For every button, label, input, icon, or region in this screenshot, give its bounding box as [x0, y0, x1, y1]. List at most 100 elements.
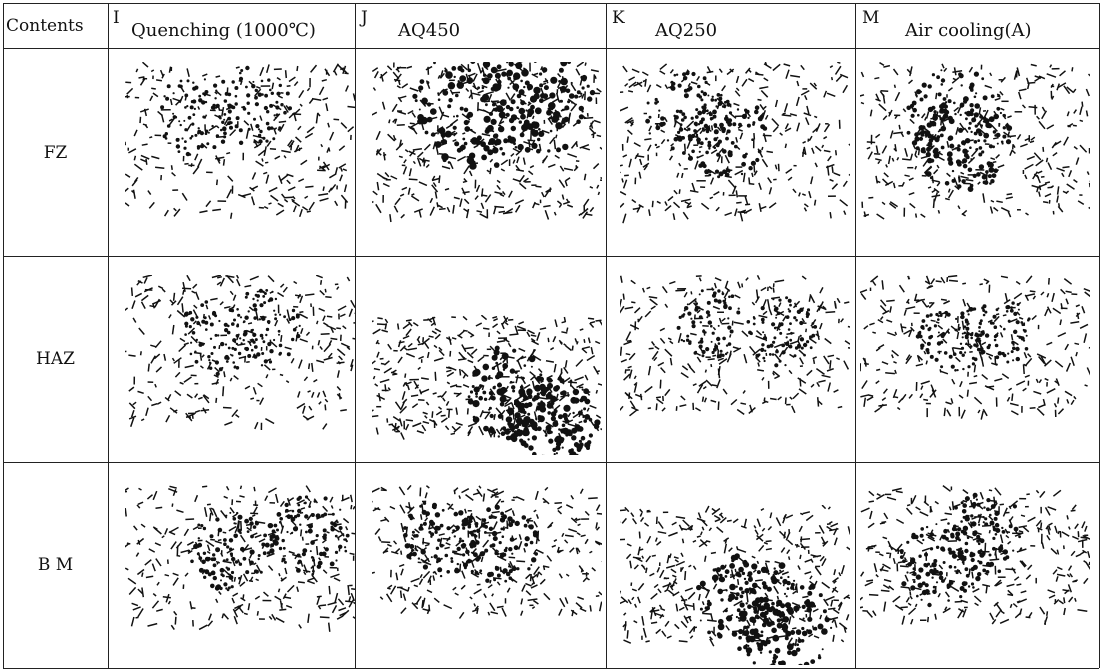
dark-phase-cluster — [966, 309, 970, 313]
dark-phase-cluster — [446, 526, 451, 531]
dark-phase-cluster — [445, 71, 453, 79]
dark-phase-cluster — [189, 136, 192, 140]
dark-phase-cluster — [752, 316, 755, 319]
grain-boundary-mark — [1036, 174, 1041, 184]
dark-phase-cluster — [1001, 351, 1005, 356]
dark-phase-cluster — [304, 495, 309, 499]
grain-boundary-mark — [880, 299, 887, 307]
grain-boundary-mark — [1072, 124, 1077, 127]
grain-boundary-mark — [574, 338, 578, 343]
dark-phase-cluster — [539, 98, 544, 104]
dark-phase-cluster — [697, 110, 703, 116]
grain-boundary-mark — [137, 501, 144, 505]
grain-boundary-mark — [1011, 150, 1016, 155]
grain-boundary-mark — [312, 556, 316, 567]
grain-boundary-mark — [476, 62, 482, 73]
grain-boundary-mark — [421, 600, 424, 609]
grain-boundary-mark — [536, 571, 540, 578]
dark-phase-cluster — [227, 573, 230, 576]
grain-boundary-mark — [453, 489, 456, 495]
grain-boundary-mark — [823, 90, 828, 98]
dark-phase-cluster — [452, 125, 457, 130]
grain-boundary-mark — [553, 211, 557, 216]
grain-boundary-mark — [125, 307, 129, 311]
dark-phase-cluster — [778, 359, 782, 363]
grain-boundary-mark — [981, 374, 989, 380]
grain-boundary-mark — [462, 132, 466, 135]
grain-boundary-mark — [225, 485, 230, 491]
grain-boundary-mark — [461, 344, 467, 353]
grain-boundary-mark — [532, 115, 535, 120]
grain-boundary-mark — [554, 319, 558, 328]
table-border-top — [3, 3, 1099, 4]
grain-boundary-mark — [581, 146, 591, 151]
dark-phase-cluster — [257, 128, 261, 131]
grain-boundary-mark — [986, 385, 995, 389]
grain-boundary-mark — [372, 375, 376, 380]
grain-boundary-mark — [877, 160, 881, 165]
dark-phase-cluster — [769, 343, 774, 348]
grain-boundary-mark — [450, 130, 456, 135]
dark-phase-cluster — [799, 334, 802, 337]
dark-phase-cluster — [576, 119, 581, 124]
grain-boundary-mark — [214, 366, 220, 373]
dark-phase-cluster — [501, 426, 507, 431]
grain-boundary-mark — [887, 155, 891, 165]
grain-boundary-mark — [958, 394, 964, 399]
grain-boundary-mark — [861, 380, 868, 390]
dark-phase-cluster — [963, 99, 968, 104]
grain-boundary-mark — [592, 163, 600, 170]
grain-boundary-mark — [638, 171, 642, 179]
dark-phase-cluster — [265, 327, 270, 332]
dark-phase-cluster — [514, 412, 521, 419]
dark-phase-cluster — [437, 538, 441, 542]
dark-phase-cluster — [237, 528, 242, 533]
grain-boundary-mark — [375, 203, 382, 214]
grain-boundary-mark — [1017, 91, 1022, 100]
dark-phase-cluster — [583, 407, 587, 411]
grain-boundary-mark — [333, 118, 340, 121]
dark-phase-cluster — [199, 131, 204, 136]
grain-boundary-mark — [226, 189, 233, 199]
grain-boundary-mark — [1007, 115, 1012, 119]
dark-phase-cluster — [929, 121, 935, 127]
dark-phase-cluster — [939, 314, 943, 317]
grain-boundary-mark — [804, 94, 808, 101]
dark-phase-cluster — [238, 76, 244, 81]
dark-phase-cluster — [738, 122, 742, 127]
grain-boundary-mark — [192, 526, 199, 531]
dark-phase-cluster — [465, 549, 470, 555]
grain-boundary-mark — [909, 153, 914, 161]
grain-boundary-mark — [154, 542, 162, 547]
grain-boundary-mark — [1075, 312, 1081, 318]
dark-phase-cluster — [483, 425, 489, 432]
dark-phase-cluster — [268, 360, 273, 364]
dark-phase-cluster — [716, 152, 721, 157]
grain-boundary-mark — [717, 401, 720, 410]
dark-phase-cluster — [588, 417, 593, 422]
dark-phase-cluster — [700, 90, 704, 94]
dark-phase-cluster — [264, 93, 268, 98]
grain-boundary-mark — [430, 321, 436, 327]
grain-boundary-mark — [483, 327, 490, 330]
grain-boundary-mark — [624, 117, 633, 124]
grain-boundary-mark — [400, 568, 404, 576]
grain-boundary-mark — [801, 148, 805, 158]
dark-phase-cluster — [231, 80, 235, 84]
dark-phase-cluster — [224, 343, 228, 346]
grain-boundary-mark — [667, 337, 672, 341]
dark-phase-cluster — [685, 338, 690, 342]
dark-phase-cluster — [539, 376, 544, 382]
row-divider-2 — [3, 462, 1099, 463]
dark-phase-cluster — [414, 99, 418, 103]
grain-boundary-mark — [514, 199, 525, 205]
dark-phase-cluster — [959, 351, 963, 355]
grain-boundary-mark — [1057, 408, 1065, 415]
dark-phase-cluster — [531, 142, 538, 149]
grain-boundary-mark — [405, 319, 412, 322]
dark-phase-cluster — [933, 324, 937, 328]
grain-boundary-mark — [264, 161, 269, 164]
dark-phase-cluster — [226, 545, 230, 549]
dark-phase-cluster — [686, 334, 690, 338]
